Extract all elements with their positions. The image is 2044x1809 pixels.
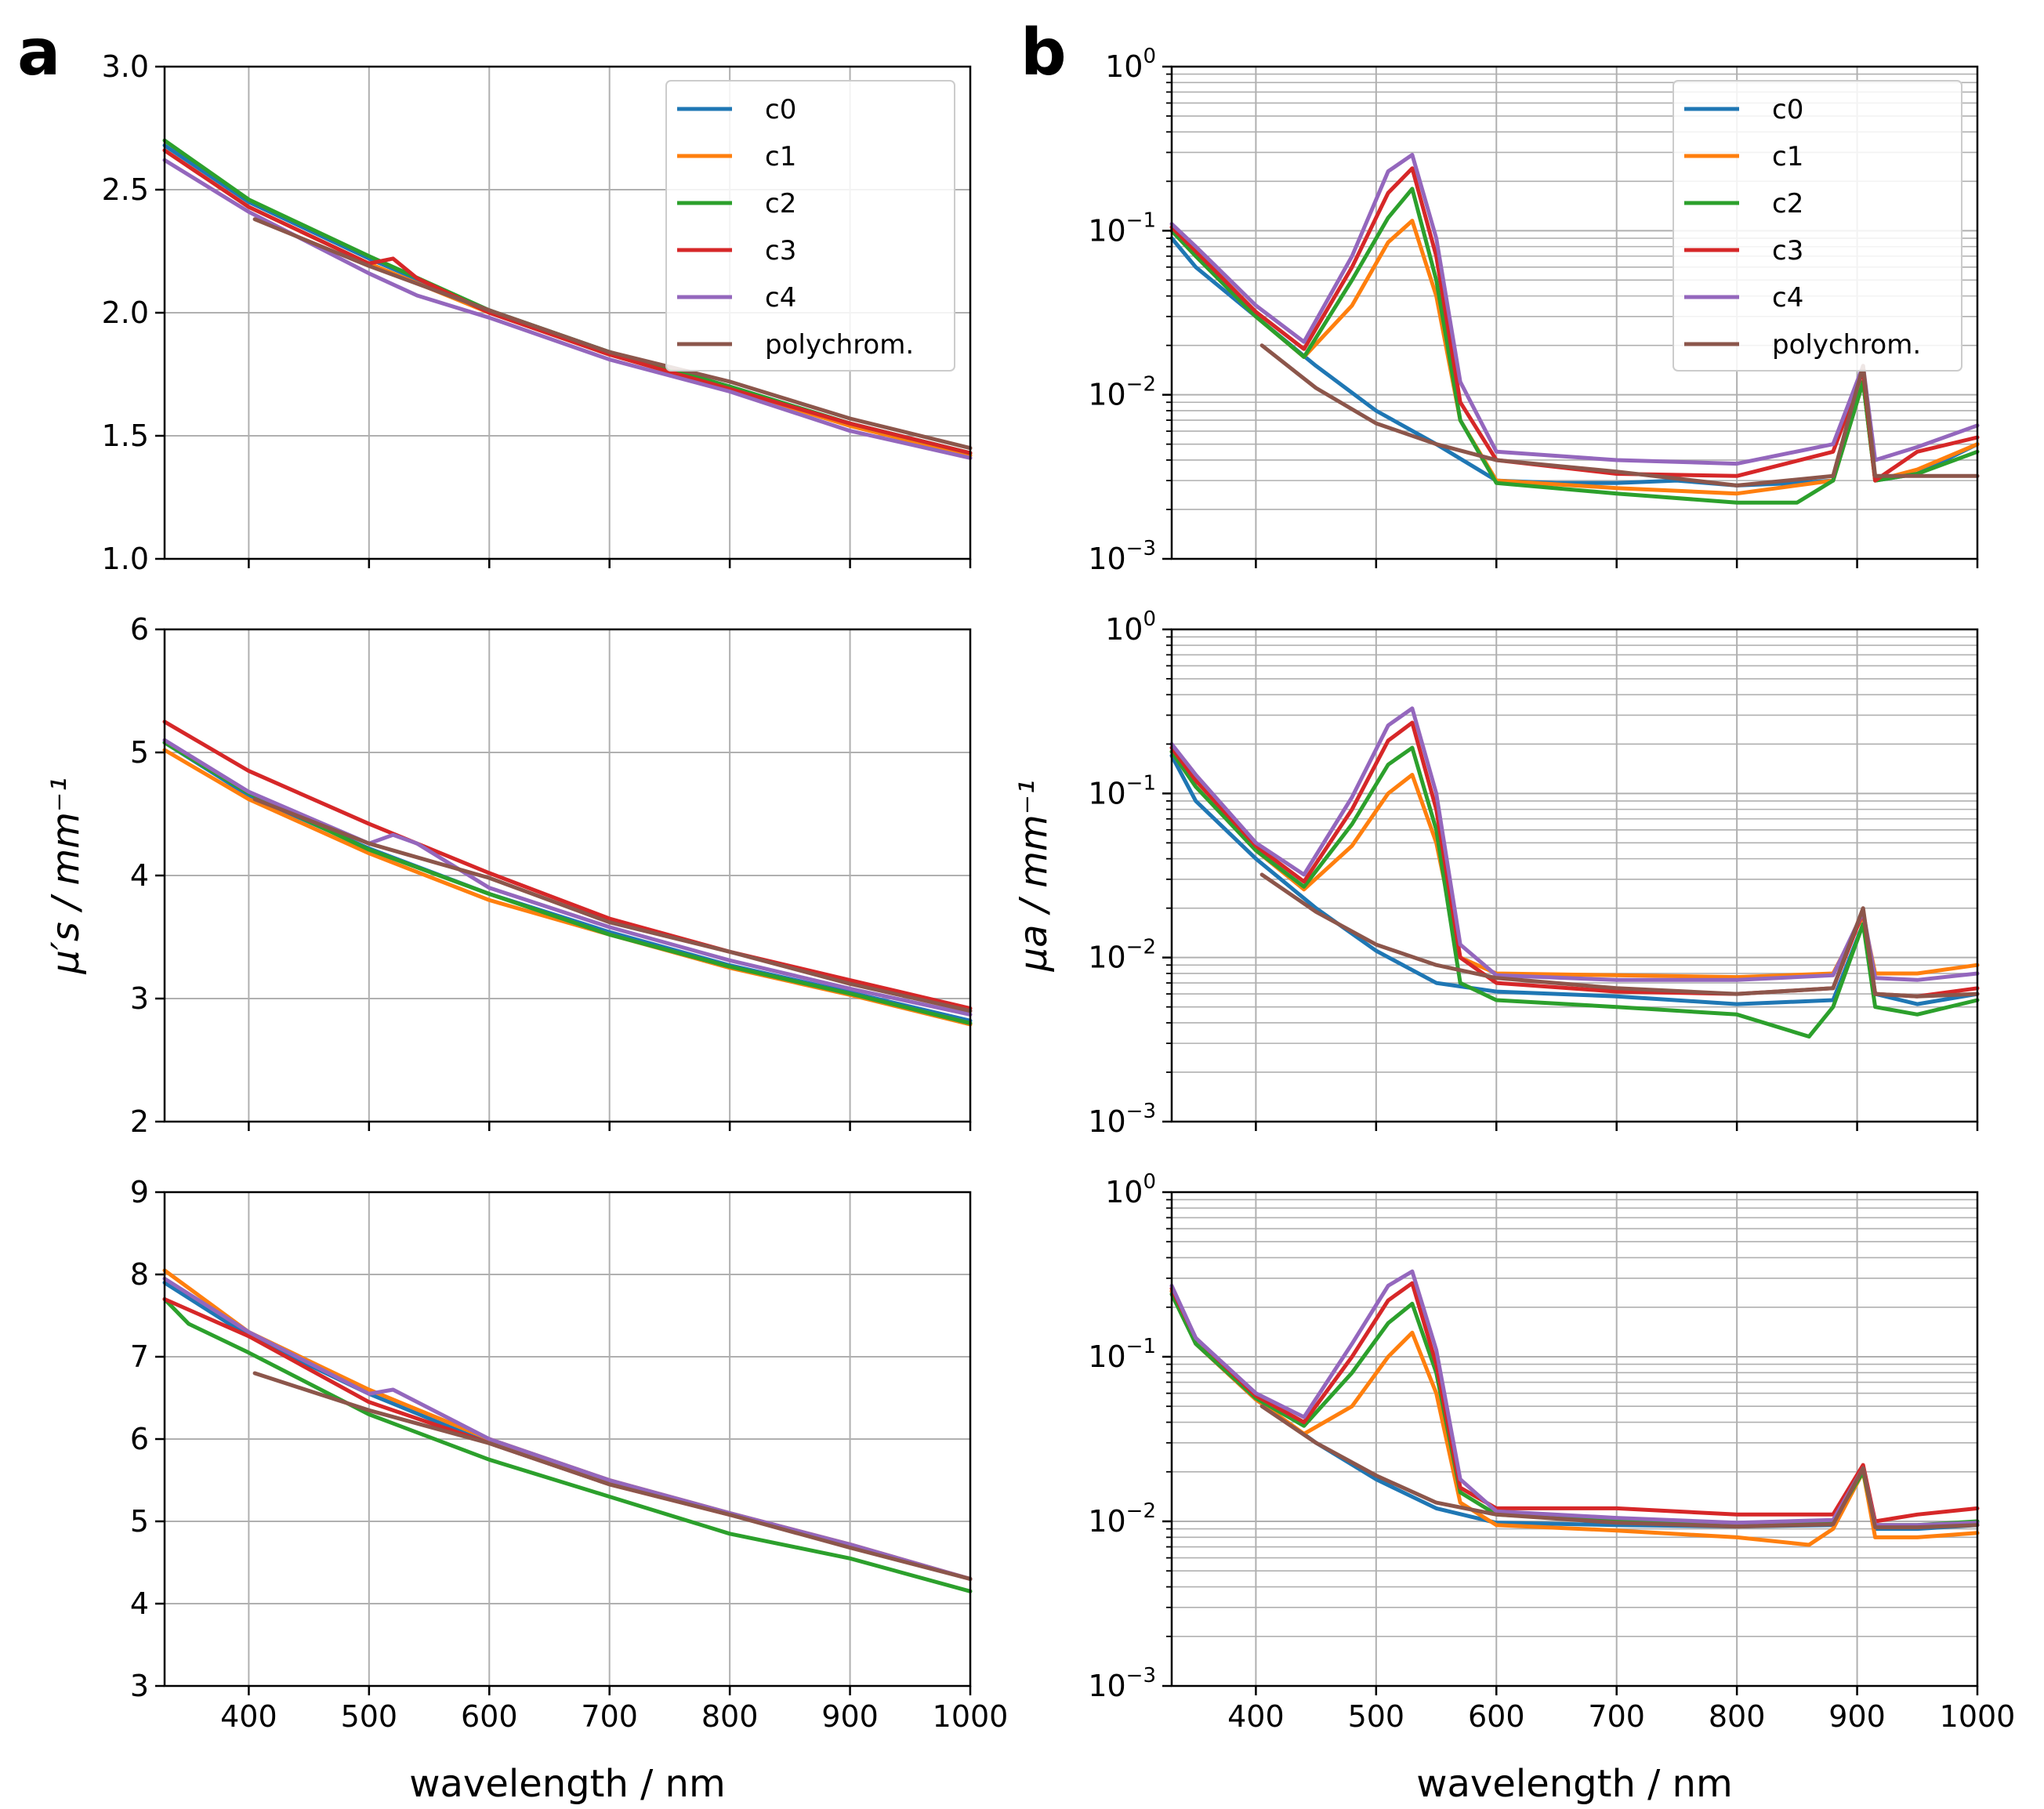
- legend-label: c4: [1772, 282, 1803, 314]
- legend: c0 c1 c2 c3 c4 polychrom.: [1673, 80, 1962, 372]
- x-tick-label: 900: [821, 1699, 879, 1734]
- x-tick-label: 400: [220, 1699, 277, 1734]
- y-tick-label: 6: [130, 612, 149, 647]
- y-tick-label: 10−3: [1088, 1100, 1156, 1139]
- series-line-polychrom: [1259, 872, 1980, 999]
- series-line-c2: [162, 1297, 973, 1593]
- x-axis-label: wavelength / nm: [1416, 1762, 1732, 1806]
- y-tick-label: 10−1: [1088, 771, 1156, 810]
- series-line-polychrom: [252, 1371, 973, 1581]
- legend-label: c4: [765, 282, 796, 314]
- plots-group: 1.01.52.02.53.0c0c1c2c3c4polychrom.10−31…: [44, 45, 2015, 1806]
- y-tick-label: 10−2: [1088, 936, 1156, 975]
- y-axis-label-mua: μa / mm⁻¹: [1012, 780, 1056, 973]
- series-lines: [1169, 1269, 1980, 1547]
- subplot-b-bot: 400 500 600 700 800 900 1000 10−3 10−2 10−1 100 wav…: [1088, 1170, 2015, 1806]
- subplot-a-top: 1.0 1.5 2.0 2.5 3.0 c0 c1 c2 c3 c4 polychrom.: [102, 49, 973, 576]
- subplot-a-bot: 400 500 600 700 800 900 1000 3 4 5 6 7 8 9 wavelength …: [130, 1175, 1009, 1806]
- y-tick-label: 4: [130, 858, 149, 893]
- x-tick-label: 700: [1588, 1699, 1645, 1734]
- series-line-polychrom: [252, 797, 973, 1013]
- y-tick-label: 2: [130, 1104, 149, 1139]
- legend-label: c0: [765, 94, 796, 125]
- gridlines: [165, 629, 971, 1122]
- series-lines: [1169, 153, 1980, 505]
- y-tick-label: 100: [1105, 45, 1156, 84]
- x-tick-label: 800: [1709, 1699, 1766, 1734]
- series-line-polychrom: [1259, 1404, 1980, 1530]
- y-tick-label: 10−3: [1088, 537, 1156, 576]
- legend-label: polychrom.: [765, 329, 914, 361]
- series-lines: [162, 720, 973, 1027]
- gridlines: [1172, 1191, 1978, 1687]
- series-lines: [1169, 706, 1980, 1039]
- legend-label: c2: [765, 188, 796, 219]
- y-tick-label: 3: [130, 981, 149, 1016]
- gridlines: [165, 1191, 971, 1687]
- axes-frame: [1170, 65, 1979, 560]
- y-tick-label: 4: [130, 1586, 149, 1621]
- legend-box: [1673, 80, 1962, 372]
- y-tick-label: 5: [130, 735, 149, 770]
- y-tick-label: 5: [130, 1504, 149, 1539]
- panel-label-a: a: [17, 16, 60, 90]
- legend: c0 c1 c2 c3 c4 polychrom.: [665, 80, 955, 372]
- legend-label: c1: [765, 141, 796, 172]
- y-tick-label: 2.5: [102, 172, 149, 207]
- axes-frame: [1170, 628, 1979, 1123]
- y-axis-label-mus: μ′s / mm⁻¹: [44, 777, 88, 974]
- y-tick-label: 1.0: [102, 542, 149, 576]
- legend-label: c1: [1772, 141, 1803, 172]
- y-tick-label: 10−3: [1088, 1664, 1156, 1703]
- x-tick-label: 600: [461, 1699, 518, 1734]
- x-tick-label: 800: [701, 1699, 759, 1734]
- legend-box: [665, 80, 955, 372]
- legend-label: c3: [1772, 235, 1803, 266]
- series-line-polychrom: [1259, 343, 1980, 488]
- series-lines: [162, 1268, 973, 1593]
- y-tick-label: 100: [1105, 607, 1156, 647]
- x-tick-label: 500: [341, 1699, 398, 1734]
- x-tick-label: 900: [1828, 1699, 1886, 1734]
- x-tick-label: 600: [1468, 1699, 1525, 1734]
- x-tick-label: 400: [1227, 1699, 1285, 1734]
- y-tick-label: 3: [130, 1669, 149, 1703]
- subplot-b-top: 10−3 10−2 10−1 100 c0 c1 c2 c3 c4 polychrom.: [1088, 45, 1980, 576]
- y-tick-label: 3.0: [102, 49, 149, 84]
- legend-label: c3: [765, 235, 796, 266]
- x-axis-label: wavelength / nm: [409, 1762, 725, 1806]
- x-tick-label: 700: [581, 1699, 638, 1734]
- y-tick-label: 6: [130, 1422, 149, 1456]
- y-tick-label: 7: [130, 1340, 149, 1374]
- y-tick-label: 2.0: [102, 295, 149, 330]
- series-line-c3: [162, 720, 973, 1011]
- legend-label: c2: [1772, 188, 1803, 219]
- legend-label: c0: [1772, 94, 1803, 125]
- y-tick-label: 8: [130, 1257, 149, 1292]
- panel-label-b: b: [1020, 16, 1067, 90]
- subplot-b-mid: 10−3 10−2 10−1 100 μa / mm⁻¹: [1012, 607, 1980, 1139]
- series-line-c4: [162, 1276, 973, 1581]
- y-tick-label: 9: [130, 1175, 149, 1209]
- y-tick-label: 1.5: [102, 419, 149, 453]
- x-tick-label: 1000: [1940, 1699, 2016, 1734]
- y-tick-label: 10−1: [1088, 1335, 1156, 1374]
- subplot-a-mid: 2 3 4 5 6 μ′s / mm⁻¹: [44, 612, 973, 1139]
- x-tick-label: 500: [1348, 1699, 1405, 1734]
- legend-label: polychrom.: [1772, 329, 1921, 361]
- series-line-polychrom: [252, 217, 973, 451]
- y-tick-label: 100: [1105, 1170, 1156, 1209]
- y-tick-label: 10−2: [1088, 1499, 1156, 1539]
- x-tick-label: 1000: [933, 1699, 1009, 1734]
- axes-frame: [1170, 1191, 1979, 1688]
- y-tick-label: 10−2: [1088, 373, 1156, 412]
- y-tick-label: 10−1: [1088, 208, 1156, 248]
- series-lines: [162, 138, 973, 460]
